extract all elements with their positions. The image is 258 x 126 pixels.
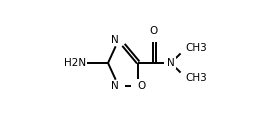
Text: CH3: CH3 — [186, 43, 207, 53]
Text: N: N — [111, 35, 118, 45]
Text: O: O — [150, 26, 158, 36]
Text: O: O — [138, 81, 146, 91]
Text: N: N — [111, 81, 118, 91]
Text: H2N: H2N — [64, 58, 86, 68]
Text: CH3: CH3 — [186, 73, 207, 83]
Text: N: N — [167, 58, 175, 68]
